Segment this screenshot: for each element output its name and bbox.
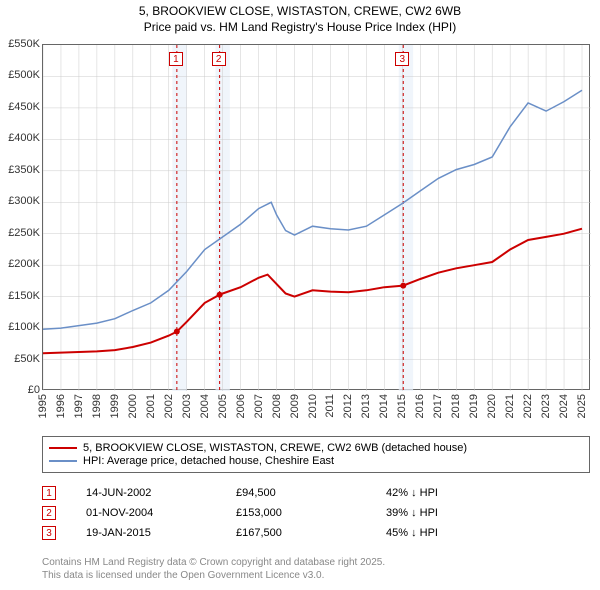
x-tick-label: 2007 bbox=[253, 394, 265, 418]
row-date: 14-JUN-2002 bbox=[86, 487, 236, 499]
chart-title: 5, BROOKVIEW CLOSE, WISTASTON, CREWE, CW… bbox=[0, 0, 600, 35]
y-tick-label: £150K bbox=[2, 290, 40, 302]
footer-line1: Contains HM Land Registry data © Crown c… bbox=[42, 557, 385, 568]
row-delta: 39% ↓ HPI bbox=[386, 507, 536, 519]
legend-label-price: 5, BROOKVIEW CLOSE, WISTASTON, CREWE, CW… bbox=[83, 442, 467, 454]
row-price: £167,500 bbox=[236, 527, 386, 539]
y-tick-label: £500K bbox=[2, 69, 40, 81]
table-row: 3 19-JAN-2015 £167,500 45% ↓ HPI bbox=[42, 526, 590, 540]
x-tick-label: 1999 bbox=[109, 394, 121, 418]
legend-swatch-price bbox=[49, 447, 77, 449]
legend-row-hpi: HPI: Average price, detached house, Ches… bbox=[49, 455, 583, 467]
x-tick-label: 2022 bbox=[522, 394, 534, 418]
row-date: 19-JAN-2015 bbox=[86, 527, 236, 539]
x-tick-label: 2000 bbox=[127, 394, 139, 418]
x-tick-label: 2016 bbox=[414, 394, 426, 418]
row-marker: 2 bbox=[42, 506, 56, 520]
y-tick-label: £0 bbox=[2, 384, 40, 396]
y-tick-label: £450K bbox=[2, 101, 40, 113]
x-tick-label: 2002 bbox=[163, 394, 175, 418]
x-tick-label: 2015 bbox=[396, 394, 408, 418]
x-tick-label: 2008 bbox=[271, 394, 283, 418]
x-tick-label: 2003 bbox=[181, 394, 193, 418]
y-tick-label: £400K bbox=[2, 132, 40, 144]
x-tick-label: 2018 bbox=[450, 394, 462, 418]
row-marker: 3 bbox=[42, 526, 56, 540]
x-tick-label: 2004 bbox=[199, 394, 211, 418]
sale-marker-icon: 3 bbox=[395, 52, 409, 66]
sale-marker-icon: 1 bbox=[169, 52, 183, 66]
table-row: 2 01-NOV-2004 £153,000 39% ↓ HPI bbox=[42, 506, 590, 520]
x-tick-label: 2011 bbox=[324, 394, 336, 418]
x-tick-label: 1998 bbox=[91, 394, 103, 418]
x-tick-label: 2012 bbox=[342, 394, 354, 418]
x-tick-label: 1997 bbox=[73, 394, 85, 418]
row-delta: 42% ↓ HPI bbox=[386, 487, 536, 499]
row-price: £94,500 bbox=[236, 487, 386, 499]
title-line2: Price paid vs. HM Land Registry's House … bbox=[144, 20, 456, 34]
x-tick-label: 2005 bbox=[217, 394, 229, 418]
row-date: 01-NOV-2004 bbox=[86, 507, 236, 519]
x-tick-label: 2019 bbox=[468, 394, 480, 418]
x-tick-label: 2020 bbox=[486, 394, 498, 418]
x-tick-label: 1996 bbox=[55, 394, 67, 418]
x-tick-label: 2023 bbox=[540, 394, 552, 418]
plot-svg bbox=[43, 45, 591, 391]
legend-swatch-hpi bbox=[49, 460, 77, 462]
table-row: 1 14-JUN-2002 £94,500 42% ↓ HPI bbox=[42, 486, 590, 500]
x-tick-label: 2013 bbox=[360, 394, 372, 418]
y-tick-label: £50K bbox=[2, 353, 40, 365]
x-tick-label: 2021 bbox=[504, 394, 516, 418]
x-tick-label: 2017 bbox=[432, 394, 444, 418]
x-tick-label: 2010 bbox=[307, 394, 319, 418]
title-line1: 5, BROOKVIEW CLOSE, WISTASTON, CREWE, CW… bbox=[139, 4, 461, 18]
legend: 5, BROOKVIEW CLOSE, WISTASTON, CREWE, CW… bbox=[42, 436, 590, 473]
y-tick-label: £550K bbox=[2, 38, 40, 50]
footer-line2: This data is licensed under the Open Gov… bbox=[42, 570, 324, 581]
row-price: £153,000 bbox=[236, 507, 386, 519]
legend-row-price: 5, BROOKVIEW CLOSE, WISTASTON, CREWE, CW… bbox=[49, 442, 583, 454]
y-tick-label: £100K bbox=[2, 321, 40, 333]
x-tick-label: 2025 bbox=[576, 394, 588, 418]
y-tick-label: £300K bbox=[2, 195, 40, 207]
x-tick-label: 2014 bbox=[378, 394, 390, 418]
footer: Contains HM Land Registry data © Crown c… bbox=[42, 556, 385, 582]
y-tick-label: £200K bbox=[2, 258, 40, 270]
row-marker: 1 bbox=[42, 486, 56, 500]
plot-area bbox=[42, 44, 590, 390]
x-tick-label: 2024 bbox=[558, 394, 570, 418]
transaction-table: 1 14-JUN-2002 £94,500 42% ↓ HPI 2 01-NOV… bbox=[42, 480, 590, 546]
row-delta: 45% ↓ HPI bbox=[386, 527, 536, 539]
chart-container: 5, BROOKVIEW CLOSE, WISTASTON, CREWE, CW… bbox=[0, 0, 600, 590]
sale-marker-icon: 2 bbox=[212, 52, 226, 66]
x-tick-label: 1995 bbox=[37, 394, 49, 418]
y-tick-label: £350K bbox=[2, 164, 40, 176]
x-tick-label: 2001 bbox=[145, 394, 157, 418]
y-tick-label: £250K bbox=[2, 227, 40, 239]
x-tick-label: 2006 bbox=[235, 394, 247, 418]
x-tick-label: 2009 bbox=[289, 394, 301, 418]
legend-label-hpi: HPI: Average price, detached house, Ches… bbox=[83, 455, 334, 467]
